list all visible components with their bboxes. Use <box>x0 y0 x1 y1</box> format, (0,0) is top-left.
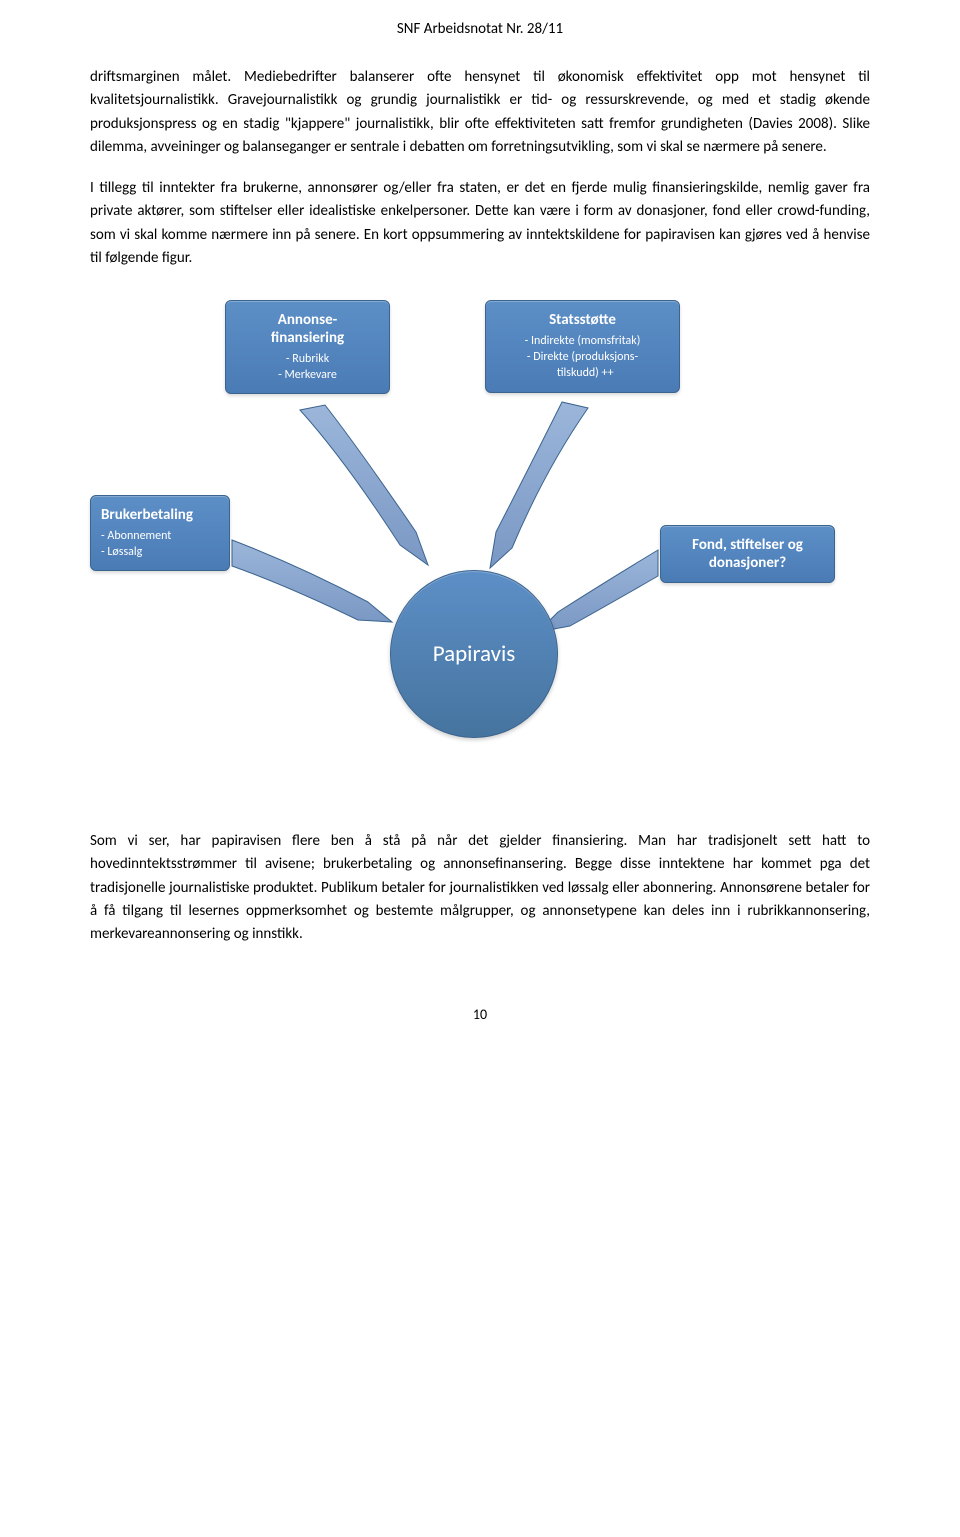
node-bruker-title: Brukerbetaling <box>101 506 217 524</box>
node-annonse-title-text: Annonse-finansiering <box>271 311 344 347</box>
node-fond-title: Fond, stiftelser og donasjoner? <box>673 536 822 572</box>
paragraph-3: Som vi ser, har papiravisen flere ben å … <box>90 830 870 946</box>
doc-header: SNF Arbeidsnotat Nr. 28/11 <box>90 20 870 38</box>
node-stats-sub2: - Direkte (produksjons- tilskudd) ++ <box>498 349 667 381</box>
node-bruker: Brukerbetaling - Abonnement - Løssalg <box>90 495 230 571</box>
node-annonse-title: Annonse-finansiering <box>238 311 377 347</box>
node-fond: Fond, stiftelser og donasjoner? <box>660 525 835 583</box>
paragraph-2: I tillegg til inntekter fra brukerne, an… <box>90 177 870 270</box>
node-stats: Statsstøtte - Indirekte (momsfritak) - D… <box>485 300 680 393</box>
node-bruker-sub1: - Abonnement <box>101 528 217 544</box>
node-center: Papiravis <box>390 570 558 738</box>
page-number: 10 <box>90 1006 870 1023</box>
node-center-label: Papiravis <box>433 640 516 668</box>
paragraph-1: driftsmarginen målet. Mediebedrifter bal… <box>90 66 870 159</box>
node-annonse: Annonse-finansiering - Rubrikk - Merkeva… <box>225 300 390 394</box>
node-annonse-sub1: - Rubrikk <box>238 351 377 367</box>
node-stats-sub1: - Indirekte (momsfritak) <box>498 333 667 349</box>
funding-diagram: Annonse-finansiering - Rubrikk - Merkeva… <box>90 300 870 770</box>
node-bruker-sub2: - Løssalg <box>101 544 217 560</box>
node-annonse-sub2: - Merkevare <box>238 367 377 383</box>
node-stats-title: Statsstøtte <box>498 311 667 329</box>
